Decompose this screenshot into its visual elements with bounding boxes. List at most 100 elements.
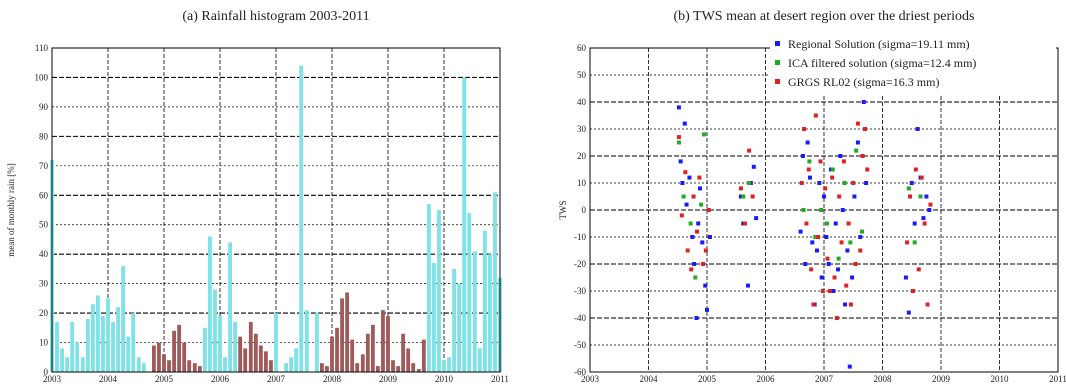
chart-a-ytick-label: 30 [39,279,49,289]
chart-b-point-series-2 [834,316,839,320]
chart-b-point-series-0 [807,175,812,180]
chart-a-frame [51,47,501,373]
chart-a-bar [416,369,421,372]
chart-a-bar [304,310,309,372]
chart-a-bar [442,360,446,372]
chart-b-point-series-2 [858,248,863,253]
chart-b-point-series-2 [818,159,823,164]
chart-b-point-series-2 [830,175,835,180]
chart-a-bar [401,333,406,372]
chart-b-point-series-1 [747,181,752,185]
chart-a-bar [141,363,146,372]
chart-a-bar [136,357,141,372]
chart-a-bar [182,342,187,372]
chart-a-xtick-label: 2008 [323,374,342,384]
chart-a-bar [121,265,126,372]
chart-a-bar [65,357,70,372]
chart-b-point-series-0 [705,307,709,312]
chart-a-xtick-label: 2006 [211,374,230,384]
chart-b-point-series-1 [918,194,923,199]
chart-b-xtick-label: 2006 [757,374,776,384]
chart-a-ytick-label: 0 [44,367,49,377]
chart-b-point-series-2 [825,256,830,261]
chart-a-bar [208,236,212,372]
chart-a-bar [55,321,59,372]
chart-a-bar [202,327,207,372]
chart-a-ytick-label: 80 [39,131,49,141]
chart-b-point-series-0 [858,235,863,239]
chart-b-point-series-0 [912,221,917,226]
chart-b-point-series-2 [913,167,918,172]
chart-a-bar [294,348,299,372]
chart-b-point-series-0 [864,181,869,185]
chart-b-point-series-2 [802,127,807,131]
chart-b-point-series-0 [814,248,819,253]
chart-a-bar [452,268,456,372]
chart-a-bar [426,204,431,372]
chart-b-point-series-0 [850,275,855,280]
chart-a-bar [152,345,156,372]
chart-b-point-series-2 [809,267,814,272]
chart-a-ytick-label: 100 [35,72,49,82]
chart-a-bar [376,366,380,372]
chart-a-bar [126,336,131,372]
chart-a-bar [325,366,329,372]
chart-a-ytick-label: 40 [39,249,49,259]
chart-b-point-series-2 [905,240,910,245]
chart-b-point-series-0 [819,275,824,280]
chart-a-ytick-label: 50 [39,220,49,230]
chart-a-bar [370,324,375,372]
chart-b-point-series-1 [741,194,746,199]
chart-b-point-series-0 [855,140,860,145]
chart-a-bar [172,330,176,372]
chart-b-point-series-1 [906,186,911,191]
chart-b-ytick-label: -10 [574,232,586,242]
chart-b-point-series-2 [706,208,711,212]
chart-b-point-series-1 [693,275,698,280]
chart-a-bar [116,307,120,372]
chart-a-bar [421,339,426,372]
chart-a-ytick-label: 90 [39,102,49,112]
chart-a-bar [106,298,110,372]
chart-b-point-series-2 [928,202,933,207]
chart-b-point-series-0 [800,154,805,158]
chart-b-point-series-0 [838,154,843,158]
chart-b-ytick-label: 50 [577,70,587,80]
chart-a-bar [213,289,217,372]
chart-b-point-series-2 [851,181,856,185]
chart-b-point-series-0 [798,229,803,234]
chart-a-bar [477,348,482,372]
chart-a-bar [162,354,166,372]
chart-b-point-series-1 [807,159,812,164]
chart-b-point-series-0 [843,302,848,307]
chart-b-point-series-1 [688,221,693,226]
chart-b-point-series-1 [912,240,917,245]
chart-a-bar [360,354,365,372]
chart-b-point-series-2 [750,194,755,199]
chart-b-point-series-0 [927,208,932,212]
chart-b-ytick-label: -50 [574,340,586,350]
chart-a-bar [335,327,339,372]
chart-a-bar [396,366,400,372]
chart-b-point-series-2 [907,194,912,199]
chart-a-bar [314,313,319,372]
chart-b-ylabel: TWS [558,201,568,220]
chart-a-bar [365,333,370,372]
chart-b-xtick-label: 2011 [1049,374,1066,384]
chart-b-legend-label: Regional Solution (sigma=19.11 mm) [788,37,970,51]
chart-b-point-series-1 [699,202,704,207]
chart-b-point-series-2 [697,175,702,180]
chart-a-bar [406,348,411,372]
chart-a-bar [248,321,253,372]
chart-a-ytick-label: 60 [39,190,49,200]
chart-a-bar [85,318,90,372]
chart-b-point-series-2 [844,283,849,288]
chart-a-bar [90,304,95,372]
chart-b-point-series-2 [703,248,708,253]
chart-b-point-series-2 [811,302,816,307]
chart-a-bar [218,316,222,372]
chart-b-point-series-2 [841,159,846,164]
chart-b-point-series-0 [676,105,681,110]
chart-a-bar [340,298,344,372]
